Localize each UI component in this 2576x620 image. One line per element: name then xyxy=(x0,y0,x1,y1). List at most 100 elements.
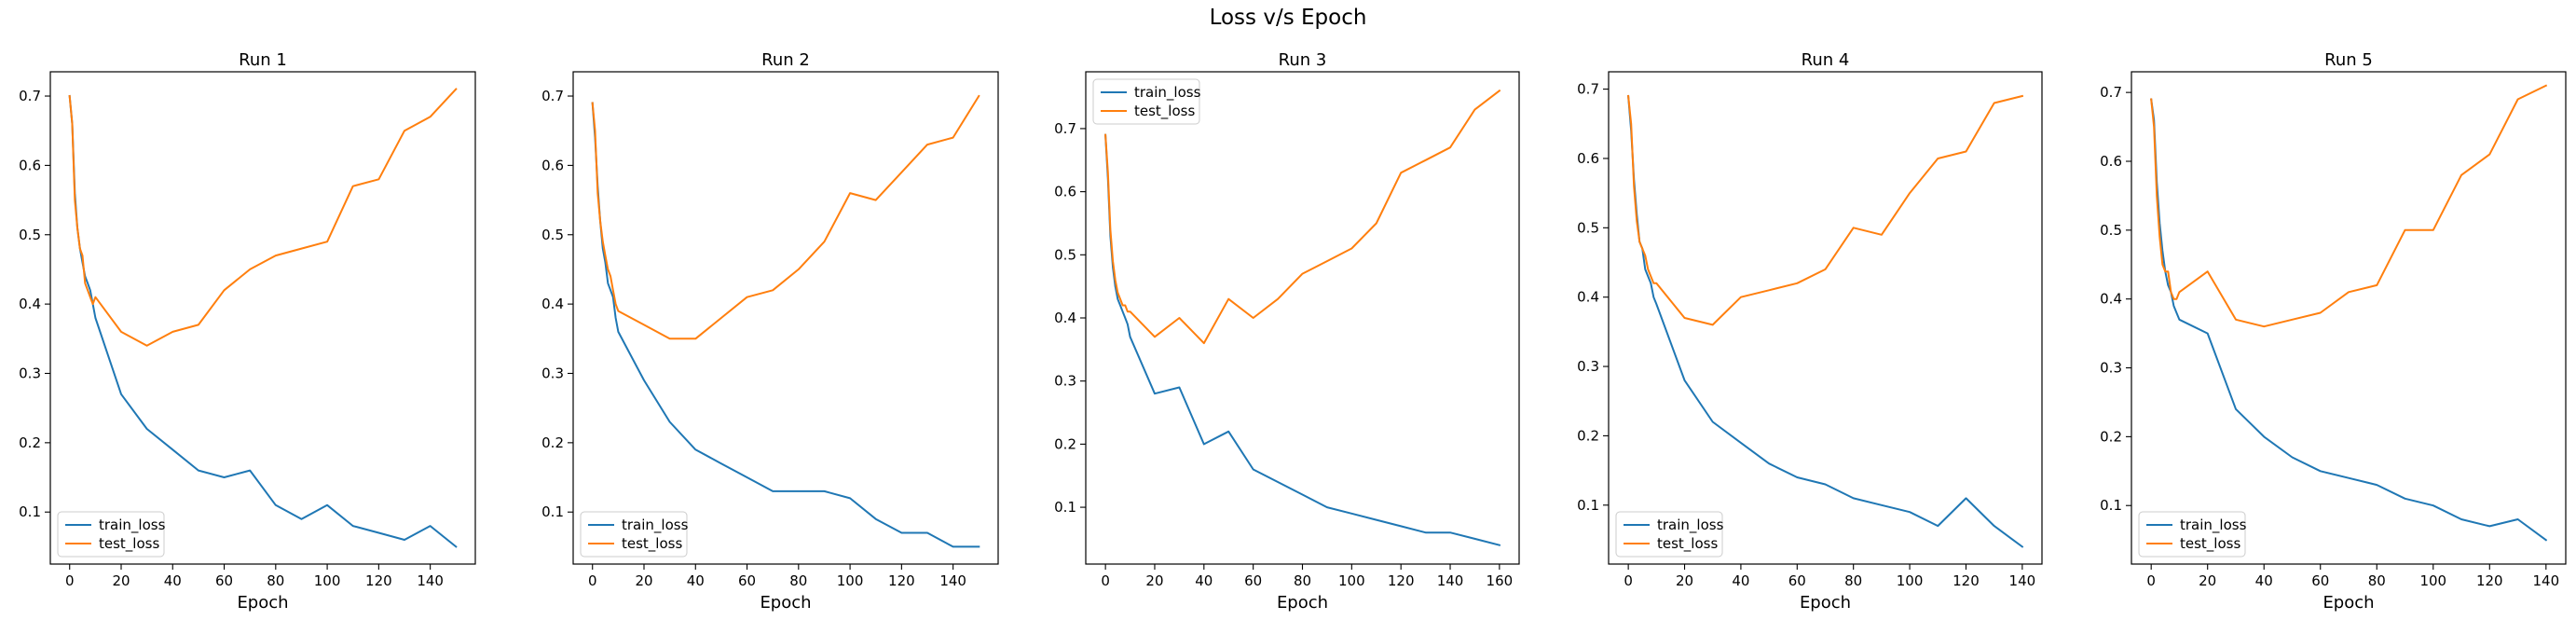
legend-box xyxy=(1092,78,1200,125)
series-line-test-loss xyxy=(68,88,458,347)
series-line-test-loss xyxy=(591,94,980,340)
x-tick-label: 40 xyxy=(687,572,705,589)
x-axis-label: Epoch xyxy=(1800,593,1851,613)
x-tick-label: 60 xyxy=(215,572,233,589)
series-line-train-loss xyxy=(2150,98,2548,542)
y-tick-label: 0.2 xyxy=(2100,428,2122,445)
x-tick-label: 20 xyxy=(635,572,652,589)
x-tick-label: 80 xyxy=(2368,572,2386,589)
x-tick-label: 100 xyxy=(837,572,864,589)
x-tick-label: 20 xyxy=(112,572,130,589)
y-tick-label: 0.1 xyxy=(541,503,564,520)
x-tick-label: 60 xyxy=(2311,572,2329,589)
y-tick-label: 0.6 xyxy=(19,157,41,173)
legend-label-test-loss: test_loss xyxy=(622,535,682,553)
x-tick-label: 160 xyxy=(1487,572,1514,589)
legend-label-test-loss: test_loss xyxy=(99,535,159,553)
x-tick-label: 20 xyxy=(1145,572,1163,589)
y-tick-label: 0.5 xyxy=(1054,246,1076,263)
subplot-title: Run 3 xyxy=(1279,50,1327,70)
y-tick-label: 0.4 xyxy=(1054,310,1076,326)
y-tick-label: 0.6 xyxy=(541,157,564,173)
y-tick-label: 0.2 xyxy=(19,434,41,451)
axes-frame xyxy=(1608,71,2043,565)
x-tick-label: 40 xyxy=(164,572,182,589)
y-tick-label: 0.1 xyxy=(19,503,41,520)
y-tick-label: 0.1 xyxy=(1577,497,1599,514)
y-tick-label: 0.5 xyxy=(2100,222,2122,239)
subplot-run-3: 0 20 40 60 80 100 120 140 160 0.1 0.2 0.3 0.4 0.5 0.6 0… xyxy=(1054,50,1520,613)
x-tick-label: 100 xyxy=(2419,572,2446,589)
y-tick-label: 0.5 xyxy=(541,227,564,243)
y-tick-label: 0.3 xyxy=(541,365,564,381)
x-tick-label: 20 xyxy=(2199,572,2216,589)
legend-box xyxy=(1615,511,1723,558)
x-axis-label: Epoch xyxy=(1277,593,1328,613)
y-tick-label: 0.7 xyxy=(541,88,564,104)
y-tick-label: 0.5 xyxy=(1577,219,1599,236)
y-tick-label: 0.7 xyxy=(19,88,41,104)
series-line-test-loss xyxy=(2150,84,2548,328)
series-line-train-loss xyxy=(591,102,980,548)
series-line-test-loss xyxy=(1104,89,1501,345)
y-tick-label: 0.2 xyxy=(1054,435,1076,452)
y-tick-label: 0.3 xyxy=(2100,360,2122,377)
axes-frame xyxy=(2131,71,2567,565)
x-tick-label: 0 xyxy=(65,572,75,589)
legend-label-train-loss: train_loss xyxy=(2180,517,2247,534)
y-tick-label: 0.4 xyxy=(1577,289,1599,306)
y-tick-label: 0.7 xyxy=(1577,81,1599,98)
x-tick-label: 120 xyxy=(365,572,392,589)
x-tick-label: 120 xyxy=(1388,572,1415,589)
x-tick-label: 60 xyxy=(738,572,756,589)
x-tick-label: 120 xyxy=(888,572,915,589)
figure-title: Loss v/s Epoch xyxy=(1210,6,1367,30)
legend-label-test-loss: test_loss xyxy=(1657,535,1718,553)
y-tick-label: 0.3 xyxy=(19,365,41,381)
x-tick-label: 140 xyxy=(417,572,444,589)
legend-label-train-loss: train_loss xyxy=(1134,84,1201,102)
y-tick-label: 0.7 xyxy=(1054,120,1076,137)
y-tick-label: 0.6 xyxy=(2100,153,2122,170)
x-axis-label: Epoch xyxy=(237,593,288,613)
subplot-title: Run 5 xyxy=(2324,50,2373,70)
y-tick-label: 0.1 xyxy=(2100,497,2122,514)
y-tick-label: 0.4 xyxy=(2100,291,2122,308)
y-tick-label: 0.7 xyxy=(2100,84,2122,101)
x-tick-label: 20 xyxy=(1676,572,1693,589)
legend-label-train-loss: train_loss xyxy=(622,517,689,534)
x-tick-label: 140 xyxy=(939,572,966,589)
x-tick-label: 0 xyxy=(1624,572,1633,589)
x-tick-label: 80 xyxy=(267,572,284,589)
x-tick-label: 0 xyxy=(1101,572,1110,589)
x-tick-label: 60 xyxy=(1244,572,1262,589)
x-tick-label: 100 xyxy=(1338,572,1365,589)
legend-label-test-loss: test_loss xyxy=(2180,535,2240,553)
subplot-panels: 0 20 40 60 80 100 120 140 0.1 0.2 0.3 0.4 0.5 0.6 0.7 R… xyxy=(19,50,2567,613)
x-axis-label: Epoch xyxy=(760,593,811,613)
y-tick-label: 0.2 xyxy=(541,434,564,451)
axes-frame xyxy=(49,71,476,565)
x-tick-label: 0 xyxy=(588,572,597,589)
x-tick-label: 140 xyxy=(2009,572,2036,589)
x-tick-label: 80 xyxy=(1294,572,1311,589)
series-line-test-loss xyxy=(1627,94,2024,326)
subplot-run-4: 0 20 40 60 80 100 120 140 0.1 0.2 0.3 0.4 0.5 0.6 0.7 R… xyxy=(1577,50,2043,613)
x-tick-label: 60 xyxy=(1788,572,1806,589)
y-tick-label: 0.1 xyxy=(1054,499,1076,516)
x-tick-label: 100 xyxy=(314,572,341,589)
x-tick-label: 120 xyxy=(2476,572,2503,589)
x-axis-label: Epoch xyxy=(2323,593,2374,613)
subplot-title: Run 4 xyxy=(1802,50,1850,70)
y-tick-label: 0.3 xyxy=(1054,373,1076,390)
y-tick-label: 0.3 xyxy=(1577,358,1599,375)
x-tick-label: 140 xyxy=(2532,572,2559,589)
legend-box xyxy=(57,511,165,558)
legend-label-train-loss: train_loss xyxy=(1657,517,1724,534)
x-tick-label: 100 xyxy=(1897,572,1924,589)
